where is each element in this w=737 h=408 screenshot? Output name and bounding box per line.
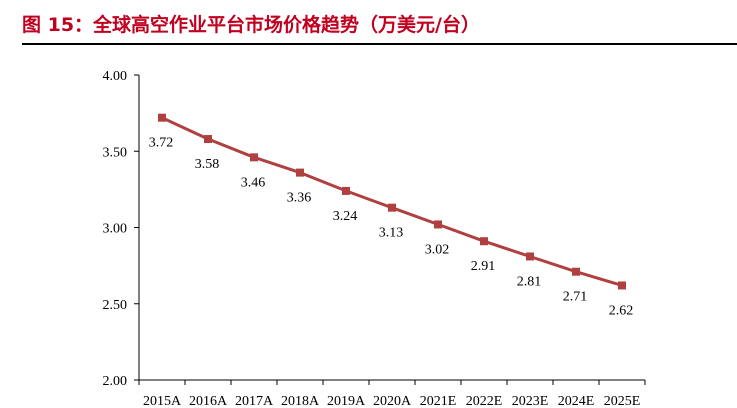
data-point — [342, 186, 350, 195]
x-tick-label: 2015A — [143, 394, 182, 408]
data-label: 3.24 — [333, 209, 358, 224]
x-tick-label: 2021E — [420, 394, 457, 408]
data-label: 2.91 — [471, 259, 496, 274]
x-tick-label: 2024E — [558, 394, 595, 408]
y-tick-label: 4.00 — [103, 69, 128, 84]
x-tick-label: 2019A — [327, 394, 366, 408]
data-label: 3.72 — [149, 136, 174, 151]
data-point — [572, 267, 580, 276]
x-tick-label: 2023E — [512, 394, 549, 408]
data-point — [480, 237, 488, 246]
data-label: 3.58 — [195, 157, 220, 172]
y-axis-ticks: 2.00 2.50 3.00 3.50 4.00 — [103, 69, 139, 389]
x-axis-ticks: 2015A 2016A 2017A 2018A 2019A 2020A 2021E 2022E… — [138, 380, 646, 408]
data-point — [204, 135, 212, 144]
data-label: 3.02 — [425, 242, 450, 257]
data-point — [158, 113, 166, 122]
y-tick-label: 3.00 — [103, 222, 128, 237]
y-tick-label: 2.00 — [103, 374, 128, 389]
y-tick-label: 2.50 — [103, 298, 128, 313]
title-divider — [22, 43, 737, 45]
series-line — [161, 116, 623, 287]
data-label: 2.71 — [563, 290, 588, 305]
data-point — [388, 203, 396, 212]
y-tick-label: 3.50 — [103, 145, 128, 160]
data-label: 3.46 — [241, 175, 266, 190]
series-group — [158, 113, 626, 290]
data-point — [434, 220, 442, 229]
figure-title: 图 15：全球高空作业平台市场价格趋势（万美元/台） — [22, 14, 480, 36]
x-tick-label: 2016A — [189, 394, 228, 408]
x-tick-label: 2025E — [604, 394, 641, 408]
x-tick-label: 2017A — [235, 394, 274, 408]
data-point — [526, 252, 534, 261]
data-label: 3.36 — [287, 191, 312, 206]
data-label: 2.62 — [609, 303, 634, 318]
x-tick-label: 2018A — [281, 394, 320, 408]
data-point — [296, 168, 304, 177]
figure-header: 图 15：全球高空作业平台市场价格趋势（万美元/台） — [0, 0, 737, 45]
data-label: 2.81 — [517, 274, 542, 289]
x-tick-label: 2020A — [373, 394, 412, 408]
data-labels: 3.72 3.58 3.46 3.36 3.24 3.13 3.02 2.91 2.81 2.71… — [149, 136, 634, 319]
data-point — [618, 281, 626, 290]
x-tick-label: 2022E — [466, 394, 503, 408]
data-point — [250, 153, 258, 162]
data-label: 3.13 — [379, 226, 404, 241]
